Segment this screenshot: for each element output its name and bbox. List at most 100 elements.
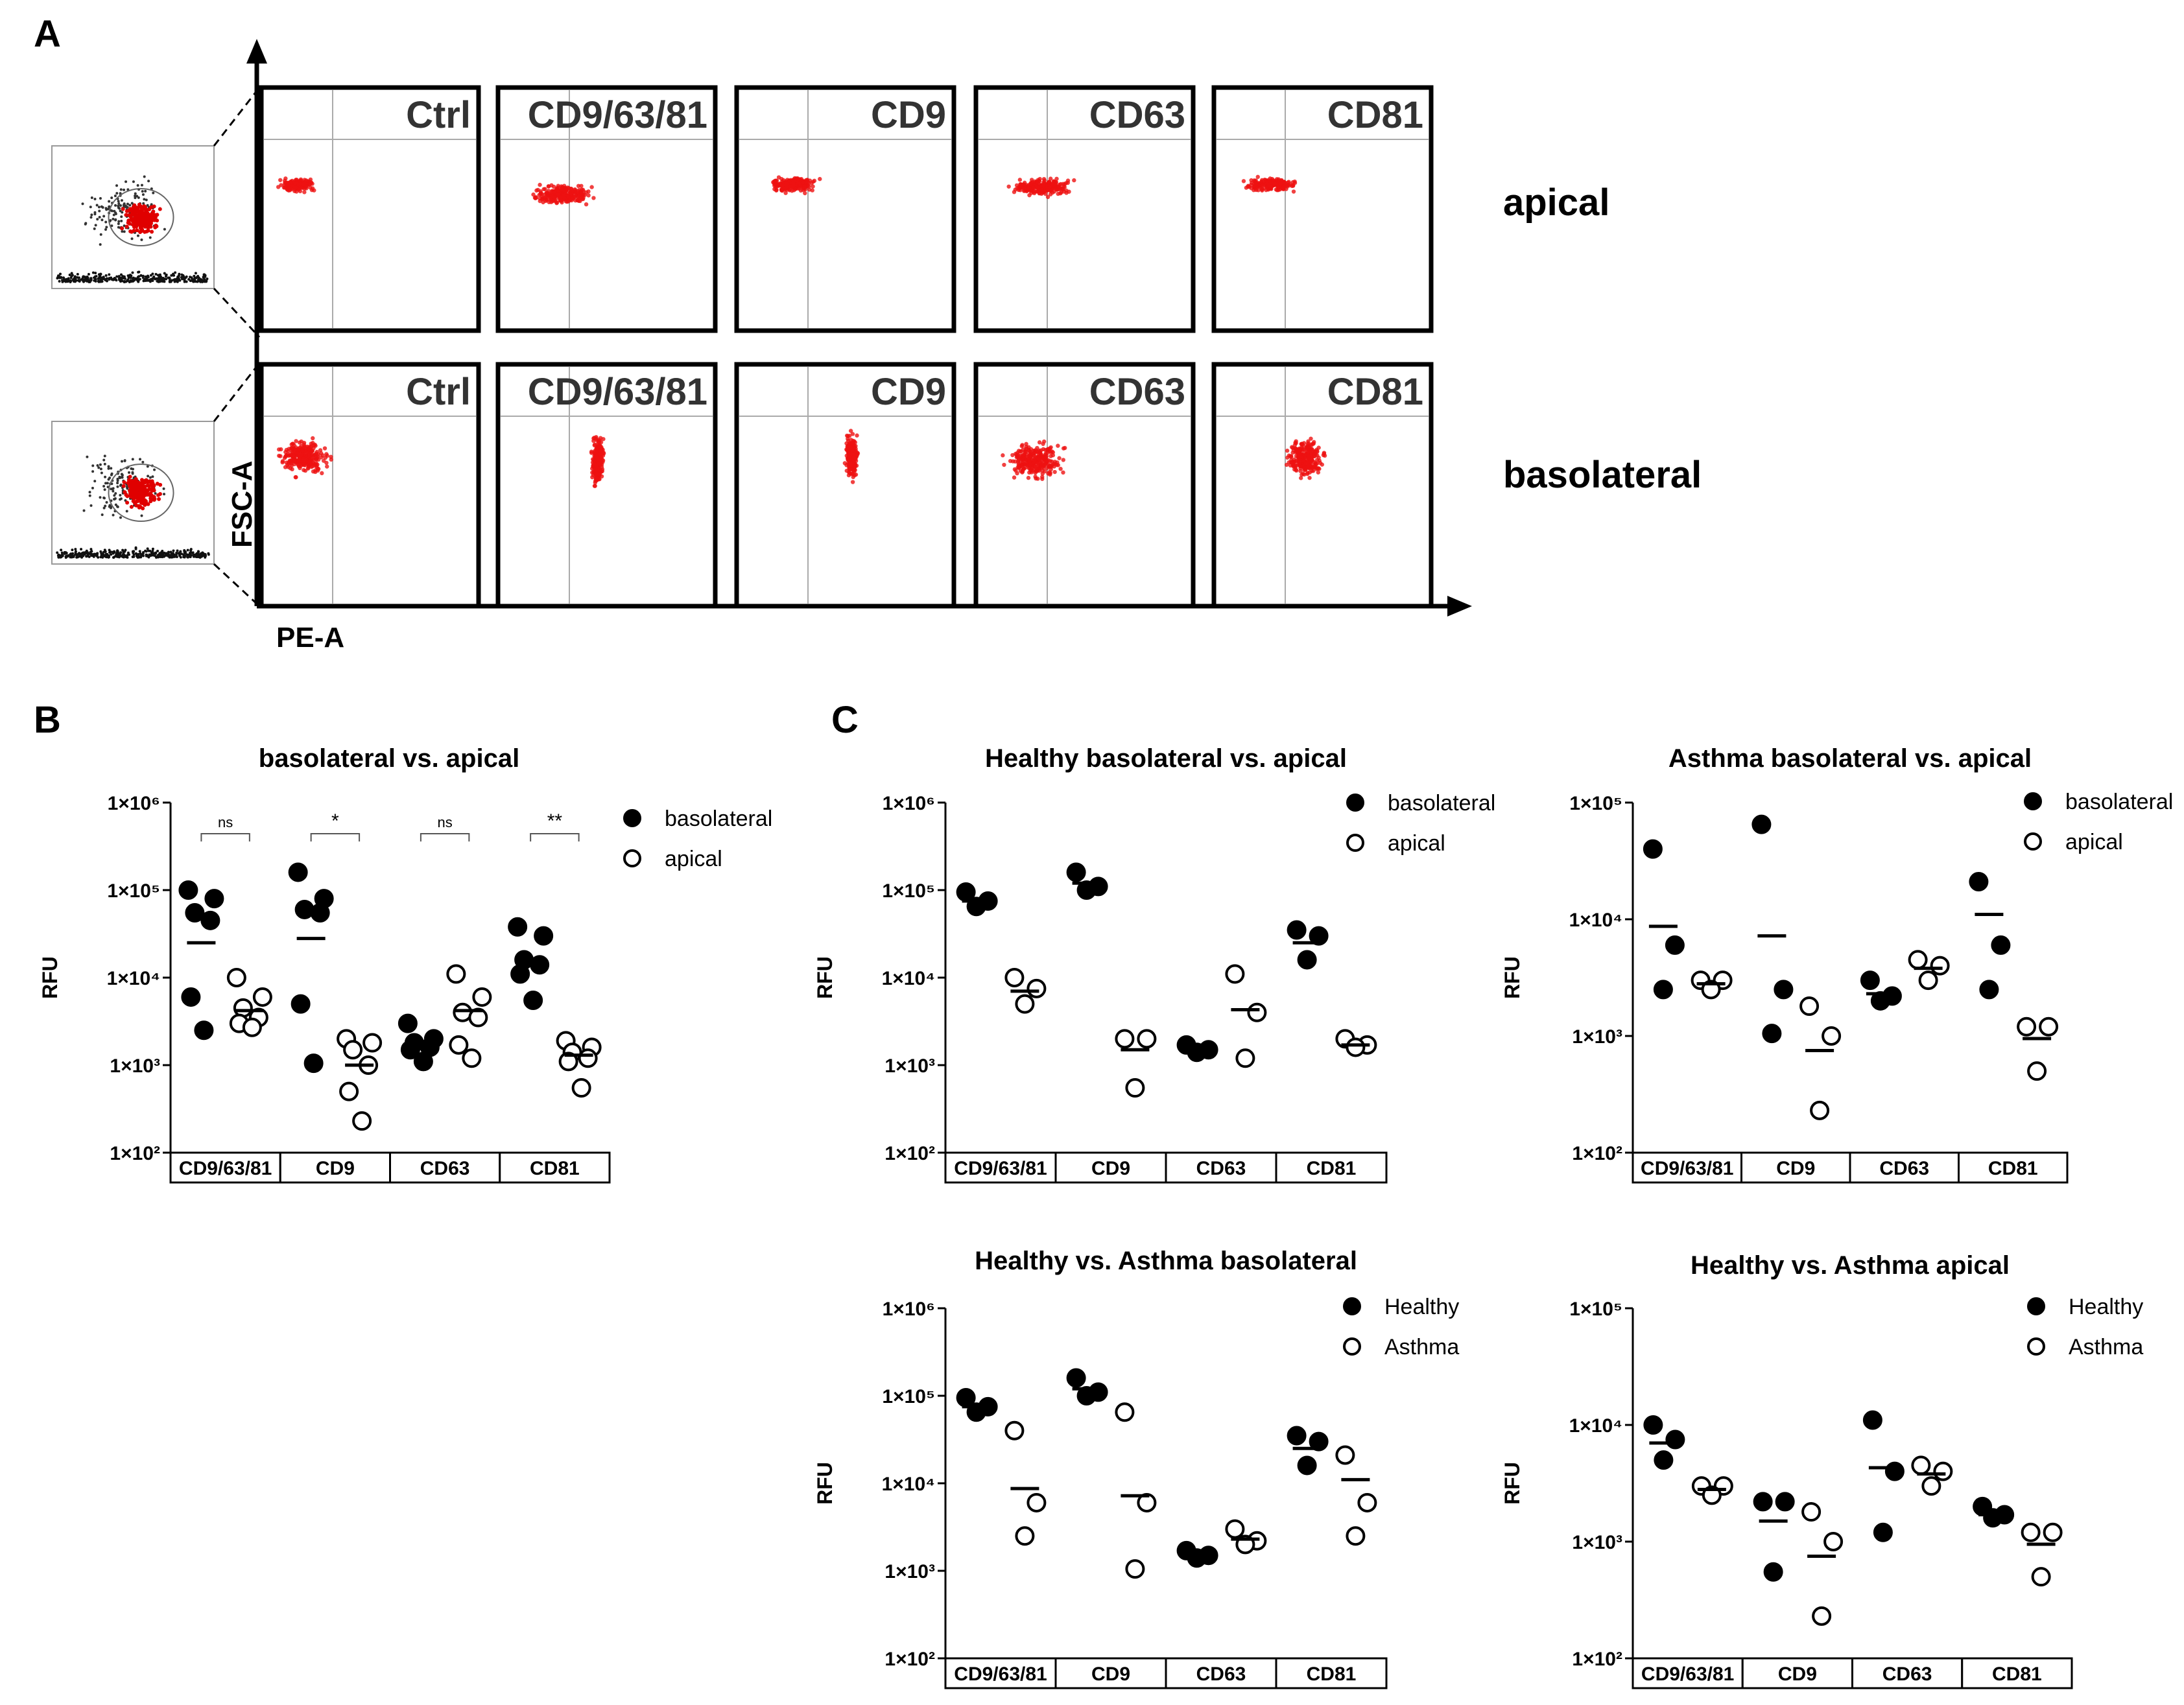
category-box [1740,1151,1851,1184]
gate-plot-apical-0: Ctrl [259,85,481,333]
data-point-open [1115,1029,1135,1049]
row-label-apical: apical [1503,182,1609,224]
category-label: CD81 [1307,1158,1357,1179]
legend-marker-open [1346,834,1364,852]
data-point-open [558,1052,578,1072]
category-box [1961,1657,2073,1689]
dot-plot-0: basolateral vs. apical 1×10² 1×10³ 1×10⁴ 1×1… [38,744,772,1184]
significance-label: * [331,810,339,832]
legend-label: apical [665,847,722,871]
category-box [279,1151,391,1184]
chart-title: Healthy vs. Asthma basolateral [975,1247,1357,1275]
panel-label-a: A [34,13,61,55]
data-point-open [1137,1029,1157,1049]
gate-label: CD9/63/81 [528,371,707,413]
data-point-filled [1287,1426,1307,1446]
legend-marker-filled [1346,794,1364,812]
data-point-filled [1884,1461,1905,1481]
category-box [1851,1657,1964,1689]
chart-title: Healthy basolateral vs. apical [985,744,1347,773]
y-axis-label: RFU [1501,956,1524,999]
data-point-open [449,1035,469,1055]
data-point-filled [310,903,330,923]
significance-label: ** [547,810,563,832]
data-point-open [362,1033,383,1053]
data-point-open [2021,1522,2041,1542]
data-point-open [1921,1476,1941,1496]
category-label: CD9 [1091,1664,1130,1685]
legend-marker-filled [2024,792,2042,810]
category-label: CD81 [1307,1664,1357,1685]
data-point-open [1799,996,1820,1017]
gate-label: CD9/63/81 [528,94,707,136]
significance-bracket [420,833,470,841]
data-point-open [352,1111,372,1131]
data-point-filled [1643,1415,1663,1435]
category-label: CD81 [1992,1664,2042,1685]
x-arrowhead-icon [1447,596,1472,617]
gate-label: CD63 [1089,94,1185,136]
data-point-open [1247,1002,1267,1022]
category-box [1275,1151,1388,1184]
legend-marker-filled [2027,1297,2045,1315]
data-point-filled [1753,1492,1773,1512]
data-point-filled [294,899,315,919]
data-point-open [1027,978,1047,998]
data-point-filled [1862,1410,1882,1430]
y-tick-label: 1×10² [110,1143,160,1164]
row-label-basolateral: basolateral [1503,454,1702,496]
significance-bracket [530,833,580,841]
data-point-open [2039,1017,2059,1037]
category-label: CD63 [1196,1664,1246,1685]
projection-line [213,87,261,147]
data-point-filled [200,910,220,930]
y-tick-label: 1×10³ [884,1055,935,1077]
category-label: CD9/63/81 [954,1664,1047,1685]
data-point-open [1225,1519,1245,1539]
gate-label: CD63 [1089,371,1185,413]
panel-a-y-label: FSC-A [226,461,258,548]
data-point-open [571,1078,591,1098]
data-point-filled [508,917,528,937]
legend-label: basolateral [2065,790,2173,814]
legend-marker-filled [623,809,641,827]
y-tick-label: 1×10³ [884,1561,935,1582]
y-tick-label: 1×10² [884,1649,935,1670]
data-point-open [1125,1559,1145,1579]
data-point-open [1004,1420,1025,1440]
data-point-open [242,1017,262,1037]
category-box [1165,1657,1277,1689]
panel-label-c: C [831,699,859,741]
category-box [389,1151,501,1184]
significance-label: ns [438,814,453,830]
data-point-open [1004,968,1025,987]
data-point-open [462,1048,482,1068]
data-point-filled [194,1020,214,1041]
data-point-open [2017,1017,2037,1037]
data-point-filled [413,1052,433,1072]
category-box [169,1151,281,1184]
data-point-open [1335,1445,1355,1465]
legend-label: basolateral [1388,791,1495,816]
data-point-filled [1763,1562,1783,1582]
legend-label: basolateral [665,806,772,831]
data-point-filled [534,926,554,946]
dot-plot-3: Healthy vs. Asthma basolateral 1×10² 1×10³… [813,1247,1459,1689]
data-point-filled [1654,1450,1674,1470]
panel-label-b: B [34,699,61,741]
category-box [1741,1657,1853,1689]
y-tick-label: 1×10³ [1572,1026,1622,1048]
legend-label: apical [2065,830,2123,854]
data-point-open [1027,1492,1047,1512]
data-point-filled [1774,980,1794,1000]
y-tick-label: 1×10⁴ [1569,1415,1622,1437]
data-point-filled [1979,980,1999,1000]
category-box [499,1151,611,1184]
data-point-filled [1665,1429,1685,1450]
y-tick-label: 1×10² [1572,1649,1622,1670]
chart-title: Asthma basolateral vs. apical [1668,744,2032,773]
y-tick-label: 1×10³ [110,1055,160,1077]
y-arrowhead-icon [246,39,267,64]
category-label: CD63 [420,1158,470,1179]
